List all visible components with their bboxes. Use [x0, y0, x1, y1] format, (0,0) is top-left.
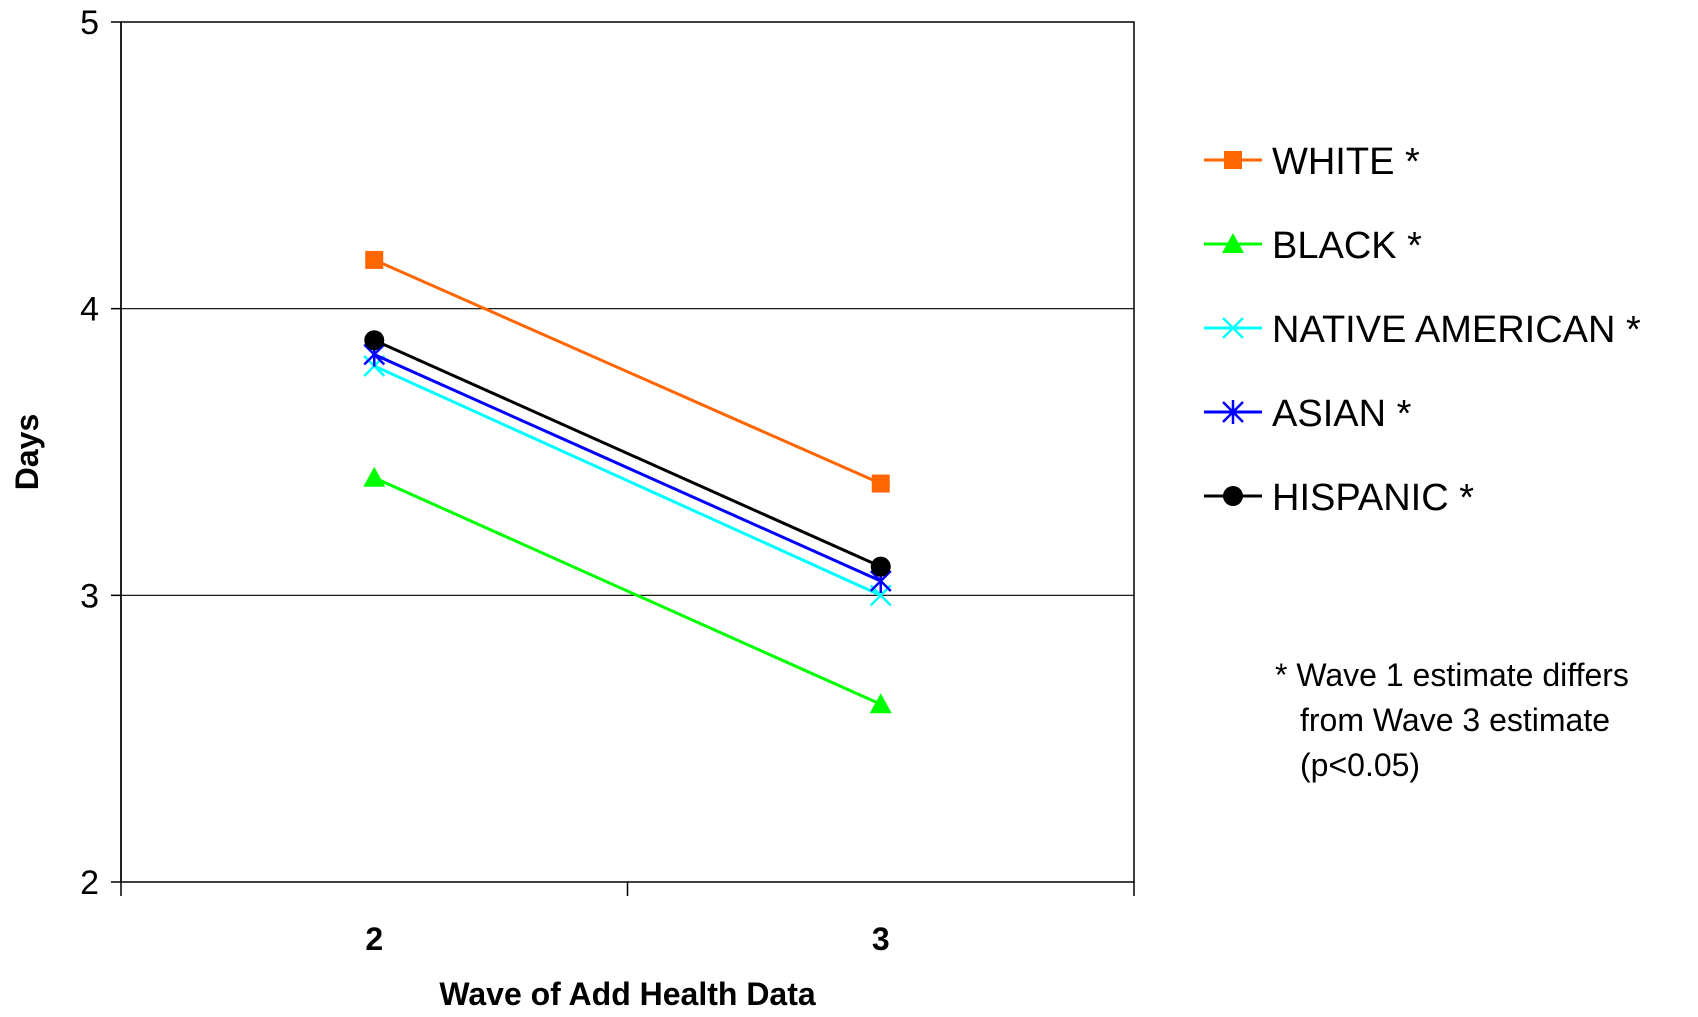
legend-marker	[1223, 486, 1243, 506]
legend: WHITE * BLACK * NATIVE AMERICAN * ASIAN * HI…	[1204, 141, 1641, 519]
legend-item: BLACK *	[1204, 225, 1422, 267]
legend-marker	[1224, 151, 1242, 169]
y-axis-title: Days	[9, 414, 45, 491]
legend-label: ASIAN *	[1272, 393, 1412, 435]
legend-marker	[1222, 400, 1244, 424]
legend-marker	[1222, 233, 1244, 253]
legend-item: WHITE *	[1204, 141, 1420, 183]
series-4	[364, 330, 891, 577]
series-0	[365, 250, 890, 493]
note-line-3: (p<0.05)	[1300, 747, 1420, 783]
data-point	[365, 250, 384, 269]
x-tick-label: 3	[872, 921, 890, 957]
series-line	[373, 338, 882, 569]
significance-note: * Wave 1 estimate differs from Wave 3 es…	[1275, 657, 1629, 783]
y-tick-label: 3	[80, 577, 99, 615]
series-line	[373, 258, 882, 485]
x-axis-title: Wave of Add Health Data	[439, 976, 816, 1012]
series-line	[373, 476, 882, 706]
legend-label: NATIVE AMERICAN *	[1272, 309, 1641, 351]
legend-item: ASIAN *	[1204, 393, 1412, 435]
data-point	[869, 693, 892, 714]
x-tick-label: 2	[365, 921, 383, 957]
y-tick-label: 2	[80, 864, 99, 902]
note-line-1: * Wave 1 estimate differs	[1275, 657, 1629, 693]
legend-label: BLACK *	[1272, 225, 1422, 267]
legend-item: NATIVE AMERICAN *	[1204, 309, 1641, 351]
data-point	[870, 556, 891, 577]
series-3	[363, 342, 892, 593]
series-layer	[363, 250, 892, 714]
legend-label: HISPANIC *	[1272, 477, 1474, 519]
legend-label: WHITE *	[1272, 141, 1420, 183]
note-line-2: from Wave 3 estimate	[1300, 702, 1610, 738]
y-tick-label: 4	[80, 291, 99, 329]
data-point	[871, 474, 890, 493]
series-1	[363, 466, 892, 714]
data-point	[364, 330, 385, 351]
legend-marker	[1222, 317, 1244, 339]
y-axis: 2 3 4 5	[80, 4, 122, 902]
series-line	[373, 364, 882, 597]
legend-item: HISPANIC *	[1204, 477, 1474, 519]
series-line	[373, 353, 882, 583]
y-tick-label: 5	[80, 4, 99, 42]
data-point	[363, 466, 386, 487]
